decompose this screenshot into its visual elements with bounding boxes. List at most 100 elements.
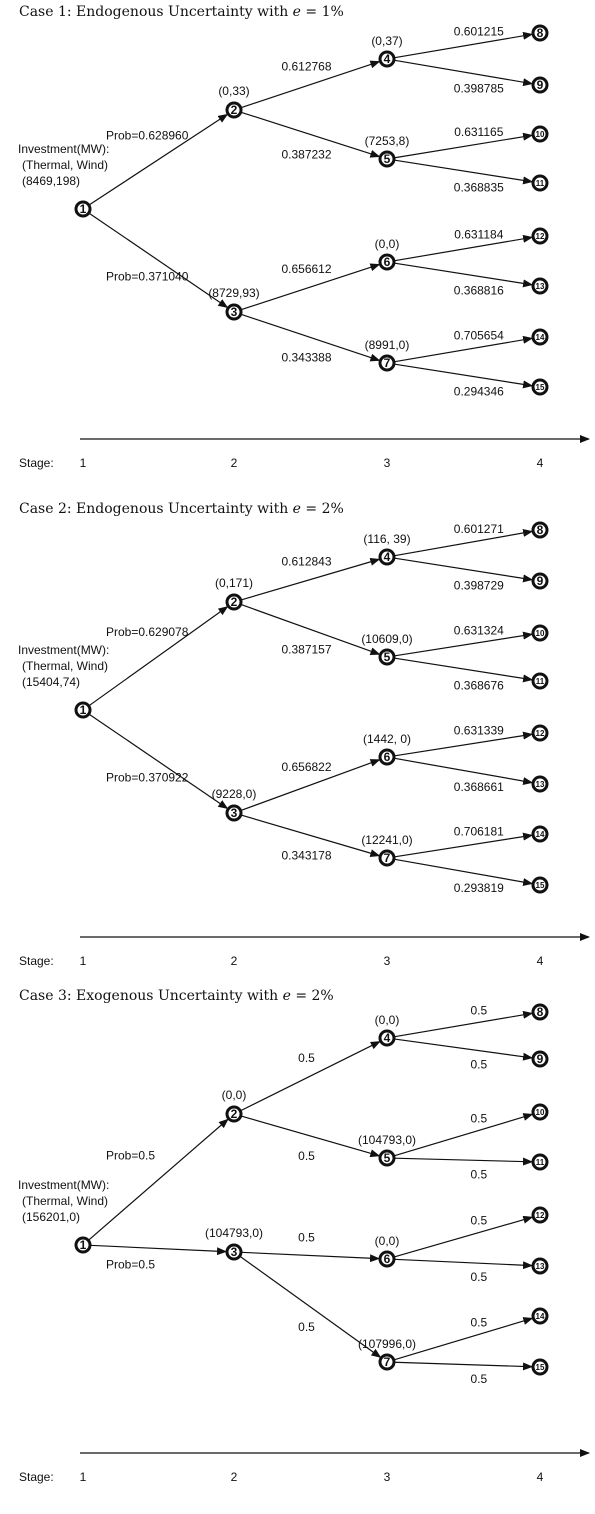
stage-4-label: 4 [537, 456, 544, 470]
node-12-label: 12 [536, 1211, 545, 1220]
node-15-label: 15 [536, 1363, 545, 1372]
case-title-suffix: = 2% [291, 988, 334, 1004]
edge-7-14-prob: 0.705654 [454, 328, 504, 342]
stage-2-label: 2 [231, 456, 238, 470]
stage-axis-label: Stage: [19, 456, 54, 470]
edge-6-13-prob: 0.368816 [454, 283, 504, 297]
edge-6-13 [393, 757, 534, 785]
edge-5-11-prob: 0.368835 [454, 180, 504, 194]
node-8-circle [531, 24, 549, 42]
node-6-label: 6 [384, 255, 391, 269]
node-3-label: 3 [231, 305, 238, 319]
node-5-circle [378, 648, 396, 666]
node-11-label: 11 [536, 1158, 545, 1167]
node-1-label: 1 [80, 1238, 87, 1252]
node-2-decision: (0,171) [215, 576, 253, 590]
edge-3-7-prob: 0.343178 [281, 849, 331, 863]
node-5-circle [378, 1149, 396, 1167]
edge-7-15 [393, 1361, 534, 1371]
node-14-label: 14 [536, 1312, 545, 1321]
case-title-prefix: Case 2: Endogenous Uncertainty with [19, 501, 293, 517]
node-2-circle [225, 101, 243, 119]
edge-6-12-prob: 0.631339 [454, 724, 504, 738]
edge-4-8 [393, 529, 534, 557]
node-14-circle [531, 1307, 549, 1325]
node-2-label: 2 [231, 1107, 238, 1121]
edge-6-12 [393, 234, 534, 262]
node-13-circle [531, 1257, 549, 1275]
edge-3-6-prob: 0.656822 [281, 760, 331, 774]
node-10-circle [531, 1103, 549, 1121]
node-15-label: 15 [536, 881, 545, 890]
edge-7-14 [393, 335, 534, 363]
edge-2-4 [240, 1041, 381, 1112]
node-4-decision: (0,0) [375, 1013, 400, 1027]
node-7-circle [378, 354, 396, 372]
node-9-label: 9 [537, 78, 544, 92]
node-9-label: 9 [537, 1052, 544, 1066]
edge-6-13-prob: 0.5 [470, 1270, 487, 1284]
edge-6-13 [393, 1258, 534, 1270]
prob-up-label: Prob=0.5 [106, 1149, 155, 1163]
edge-3-7-prob: 0.343388 [281, 351, 331, 365]
node-3-decision: (104793,0) [205, 1226, 263, 1240]
edge-5-10 [393, 132, 534, 159]
edge-2-5 [240, 1115, 381, 1158]
node-8-label: 8 [537, 26, 544, 40]
case-title: Case 1: Endogenous Uncertainty with e = … [19, 4, 344, 20]
edge-5-11 [393, 1157, 534, 1166]
node-11-circle [531, 1153, 549, 1171]
node-4-label: 4 [384, 550, 391, 564]
stage-3-label: 3 [384, 954, 391, 968]
edge-1-2 [88, 606, 229, 707]
node-15-circle [531, 378, 549, 396]
investment-header: Investment(MW): [18, 142, 109, 156]
node-12-label: 12 [536, 729, 545, 738]
node-9-circle [531, 1050, 549, 1068]
edge-2-5-prob: 0.387157 [281, 643, 331, 657]
edge-1-2 [88, 113, 229, 206]
node-8-label: 8 [537, 1005, 544, 1019]
node-8-label: 8 [537, 523, 544, 537]
edge-1-3 [88, 212, 229, 309]
node-5-label: 5 [384, 1151, 391, 1165]
case-title-var: e [283, 988, 291, 1004]
node-5-label: 5 [384, 152, 391, 166]
edge-4-9-prob: 0.398729 [454, 578, 504, 592]
investment-header: Investment(MW): [18, 1178, 109, 1192]
node-1-label: 1 [80, 202, 87, 216]
node-3-label: 3 [231, 806, 238, 820]
prob-down-label: Prob=0.370922 [106, 771, 189, 785]
node-7-decision: (8991,0) [365, 338, 410, 352]
node-7-label: 7 [384, 356, 391, 370]
node-2-decision: (0,0) [222, 1088, 247, 1102]
case-title-prefix: Case 1: Endogenous Uncertainty with [19, 4, 293, 20]
edge-4-8 [393, 1010, 534, 1038]
stage-4-label: 4 [537, 1470, 544, 1484]
prob-up-label: Prob=0.628960 [106, 129, 189, 143]
node-2-decision: (0,33) [218, 84, 249, 98]
edge-7-14-prob: 0.706181 [454, 825, 504, 839]
node-5-circle [378, 150, 396, 168]
edge-5-10 [393, 1113, 534, 1157]
node-8-circle [531, 521, 549, 539]
edge-4-9 [393, 557, 534, 583]
edge-3-6 [240, 759, 381, 812]
node-3-circle [225, 1243, 243, 1261]
node-6-circle [378, 748, 396, 766]
edge-6-12-prob: 0.631184 [454, 227, 503, 241]
node-6-decision: (0,0) [375, 1234, 400, 1248]
node-7-label: 7 [384, 851, 391, 865]
stage-axis-label: Stage: [19, 1470, 54, 1484]
node-10-label: 10 [536, 629, 545, 638]
edge-2-5 [240, 603, 381, 656]
edge-2-5-prob: 0.5 [298, 1149, 315, 1163]
node-14-circle [531, 328, 549, 346]
node-4-circle [378, 548, 396, 566]
edge-6-12 [393, 731, 534, 757]
edge-7-15 [393, 858, 534, 886]
edge-2-5-prob: 0.387232 [281, 148, 331, 162]
stage-3-label: 3 [384, 456, 391, 470]
node-13-label: 13 [536, 282, 545, 291]
